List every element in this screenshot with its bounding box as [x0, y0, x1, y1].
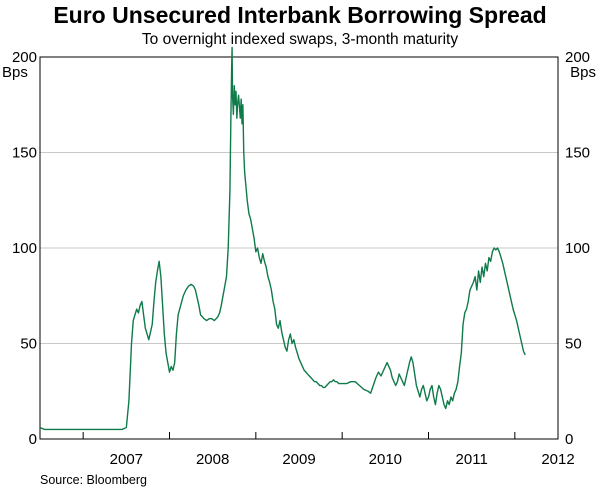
series-line-0: [39, 46, 526, 431]
x-ticks: [82, 432, 516, 439]
y-tick-label-right-50: 50: [565, 336, 582, 353]
chart-subtitle: To overnight indexed swaps, 3-month matu…: [141, 31, 459, 48]
y-tick-label-right-200: 200: [565, 49, 590, 66]
x-tick-label-2009: 2009: [282, 451, 315, 468]
y-tick-label-left-150: 150: [12, 145, 37, 162]
x-tick-label-2007: 2007: [110, 451, 143, 468]
series-layer: [39, 46, 526, 431]
y-tick-label-left-200: 200: [12, 49, 37, 66]
y-tick-label-left-100: 100: [12, 240, 37, 257]
x-tick-label-2010: 2010: [369, 451, 402, 468]
y-tick-labels-left: 0 50 100 150 200: [12, 49, 37, 448]
y-tick-labels-right: 0 50 100 150 200: [565, 49, 590, 448]
y-tick-label-left-0: 0: [29, 431, 37, 448]
y-tick-label-right-100: 100: [565, 240, 590, 257]
x-tick-label-2008: 2008: [196, 451, 229, 468]
gridlines: [40, 56, 558, 344]
chart-title: Euro Unsecured Interbank Borrowing Sprea…: [53, 2, 547, 28]
y-tick-label-right-150: 150: [565, 145, 590, 162]
y-tick-label-right-0: 0: [565, 431, 573, 448]
plot-frame: [39, 56, 559, 440]
x-tick-labels: 2007 2008 2009 2010 2011 2012: [110, 451, 575, 468]
x-tick-label-2012: 2012: [541, 451, 574, 468]
y-unit-label-right: Bps: [570, 64, 596, 81]
chart-source: Source: Bloomberg: [40, 473, 148, 487]
x-tick-label-2011: 2011: [456, 451, 488, 468]
y-unit-label-left: Bps: [2, 64, 28, 81]
y-tick-label-left-50: 50: [20, 336, 37, 353]
